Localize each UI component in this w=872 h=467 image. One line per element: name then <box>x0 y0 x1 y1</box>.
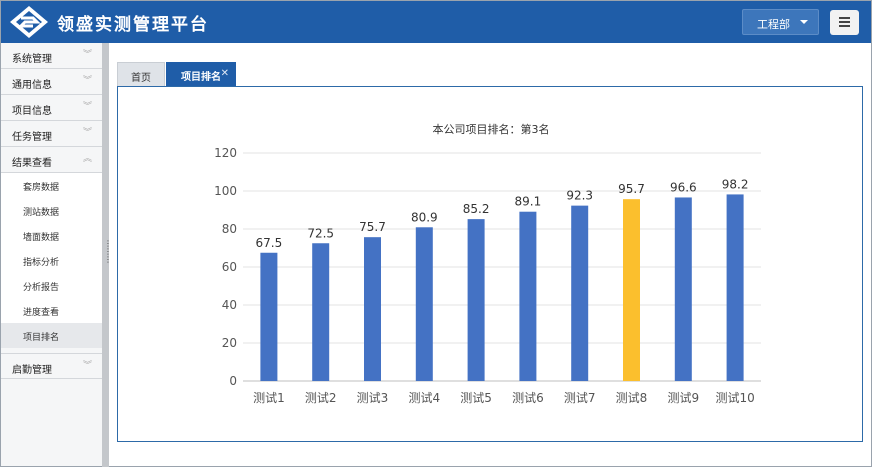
y-tick-label: 20 <box>222 336 237 350</box>
sidebar-item-label: 系统管理 <box>12 54 52 65</box>
x-tick-label: 测试9 <box>667 390 699 405</box>
double-chevron-down-icon: ︾ <box>82 102 92 112</box>
double-chevron-down-icon: ︾ <box>82 50 92 60</box>
sidebar-item-system[interactable]: 系统管理 ︾ <box>1 43 102 69</box>
bar-chart: 本公司项目排名：第3名 0 20 40 60 80 100 120 67.5 测试1 72.5 测试… <box>214 122 761 405</box>
data-label: 75.7 <box>359 220 386 234</box>
double-chevron-down-icon: ︾ <box>82 361 92 371</box>
y-tick-label: 80 <box>222 222 237 236</box>
x-tick-label: 测试1 <box>253 390 285 405</box>
sidebar-subitem[interactable]: 指标分析 <box>1 248 102 273</box>
bar <box>260 252 278 381</box>
sidebar: 系统管理 ︾ 通用信息 ︾ 项目信息 ︾ 任务管理 ︾ 结果查看 ︽ 套房数据 … <box>1 43 102 466</box>
bar <box>726 194 744 381</box>
sidebar-item-tasks[interactable]: 任务管理 ︾ <box>1 121 102 147</box>
sidebar-subitem[interactable]: 进度查看 <box>1 298 102 323</box>
hamburger-icon <box>839 17 850 19</box>
x-tick-label: 测试5 <box>460 390 492 405</box>
drag-dots-icon: ⋮ ⋮ ⋮ <box>104 239 112 264</box>
sidebar-subitem[interactable]: 套房数据 <box>1 173 102 198</box>
sidebar-subitem[interactable]: 测站数据 <box>1 198 102 223</box>
data-label: 72.5 <box>307 226 334 240</box>
data-label: 80.9 <box>411 210 438 224</box>
bar <box>674 197 692 381</box>
department-label: 工程部 <box>757 18 790 31</box>
bar <box>519 211 537 381</box>
tab-label: 项目排名 <box>181 72 221 83</box>
data-label: 89.1 <box>515 195 542 209</box>
logo-icon <box>10 6 48 38</box>
sidebar-item-label: 项目信息 <box>12 106 52 117</box>
data-label: 67.5 <box>256 236 283 250</box>
sidebar-subitem[interactable]: 分析报告 <box>1 273 102 298</box>
bar <box>467 219 485 381</box>
double-chevron-down-icon: ︾ <box>82 76 92 86</box>
data-label: 92.3 <box>566 189 593 203</box>
sidebar-subitem-active[interactable]: 项目排名 <box>1 323 102 348</box>
y-tick-label: 60 <box>222 260 237 274</box>
x-tick-label: 测试4 <box>408 390 440 405</box>
app-title: 领盛实测管理平台 <box>57 15 209 35</box>
double-chevron-up-icon: ︽ <box>82 154 92 164</box>
menu-button[interactable] <box>830 10 859 35</box>
bar <box>364 237 381 381</box>
x-tick-label: 测试3 <box>357 390 389 405</box>
bar <box>312 243 330 381</box>
sidebar-subitem[interactable]: 墙面数据 <box>1 223 102 248</box>
double-chevron-down-icon: ︾ <box>82 128 92 138</box>
data-label: 96.6 <box>670 180 697 194</box>
y-tick-label: 100 <box>214 184 237 198</box>
data-label: 98.2 <box>722 177 749 191</box>
bar <box>623 199 640 381</box>
y-tick-label: 0 <box>229 374 237 388</box>
caret-down-icon <box>800 20 808 24</box>
sidebar-item-label: 启勤管理 <box>12 365 52 376</box>
x-tick-label: 测试6 <box>512 390 544 405</box>
x-tick-label: 测试2 <box>305 390 337 405</box>
tab-home[interactable]: 首页 <box>117 62 165 86</box>
sidebar-item-results[interactable]: 结果查看 ︽ <box>1 147 102 173</box>
x-tick-label: 测试10 <box>715 390 754 405</box>
bar <box>571 205 589 381</box>
x-tick-label: 测试8 <box>616 390 648 405</box>
bar <box>415 227 433 381</box>
top-header: 领盛实测管理平台 工程部 <box>1 1 871 43</box>
y-tick-label: 120 <box>214 146 237 160</box>
sidebar-item-label: 通用信息 <box>12 80 52 91</box>
chart-panel: 本公司项目排名：第3名 0 20 40 60 80 100 120 67.5 测试1 72.5 测试… <box>117 86 863 442</box>
data-label: 95.7 <box>618 182 645 196</box>
sidebar-item-label: 结果查看 <box>12 158 52 169</box>
sidebar-item-attendance[interactable]: 启勤管理 ︾ <box>1 353 102 379</box>
sidebar-item-general[interactable]: 通用信息 ︾ <box>1 69 102 95</box>
data-label: 85.2 <box>463 202 490 216</box>
x-tick-label: 测试7 <box>564 390 596 405</box>
department-select[interactable]: 工程部 <box>742 9 819 35</box>
sidebar-item-label: 任务管理 <box>12 132 52 143</box>
y-tick-label: 40 <box>222 298 237 312</box>
tab-bar: 首页 项目排名 ✕ <box>109 43 871 86</box>
tab-project-ranking[interactable]: 项目排名 ✕ <box>166 62 236 86</box>
chart-title: 本公司项目排名：第3名 <box>433 122 550 136</box>
close-icon[interactable]: ✕ <box>220 68 229 79</box>
sidebar-resize-handle[interactable] <box>102 43 109 467</box>
sidebar-item-project[interactable]: 项目信息 ︾ <box>1 95 102 121</box>
